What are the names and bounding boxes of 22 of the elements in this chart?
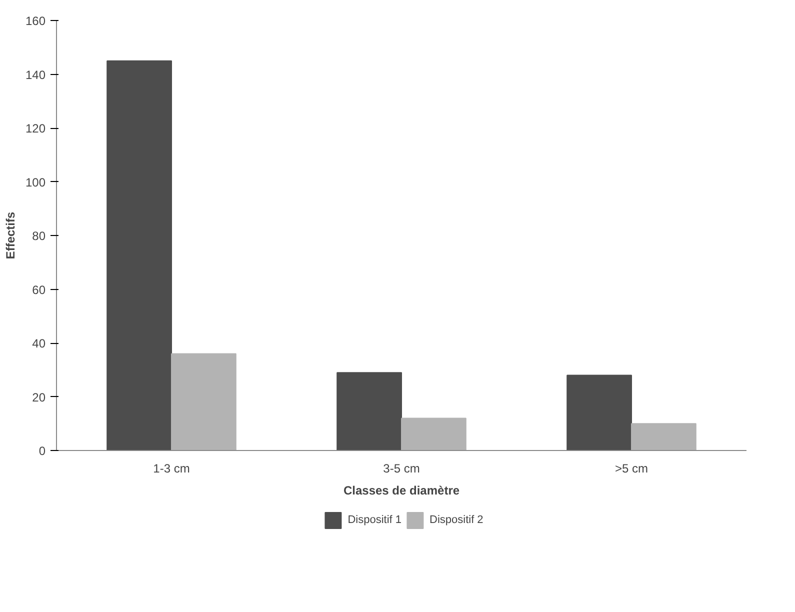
bar xyxy=(106,60,172,450)
y-tick-label: 100 xyxy=(25,175,46,190)
y-tick-label: 60 xyxy=(32,282,46,297)
bar xyxy=(171,353,236,450)
legend-label: Dispositif 1 xyxy=(348,514,402,526)
x-tick-label: >5 cm xyxy=(614,462,648,476)
bar xyxy=(631,423,696,450)
y-tick-label: 80 xyxy=(32,229,46,243)
y-tick-label: 40 xyxy=(32,336,46,350)
x-tick-label: 3-5 cm xyxy=(383,462,420,476)
bar xyxy=(336,372,402,450)
legend-label: Dispositif 2 xyxy=(430,514,484,526)
y-tick-label: 0 xyxy=(38,444,46,458)
y-tick-label: 20 xyxy=(32,390,46,404)
y-axis-title: Effectifs xyxy=(3,212,18,260)
y-tick-label: 120 xyxy=(25,122,46,136)
y-tick-label: 160 xyxy=(25,14,46,28)
bar xyxy=(401,418,466,450)
x-axis-title: Classes de diamètre xyxy=(343,484,460,498)
bar xyxy=(566,374,632,450)
y-tick-label: 140 xyxy=(25,68,46,82)
x-tick-label: 1-3 cm xyxy=(153,462,190,476)
